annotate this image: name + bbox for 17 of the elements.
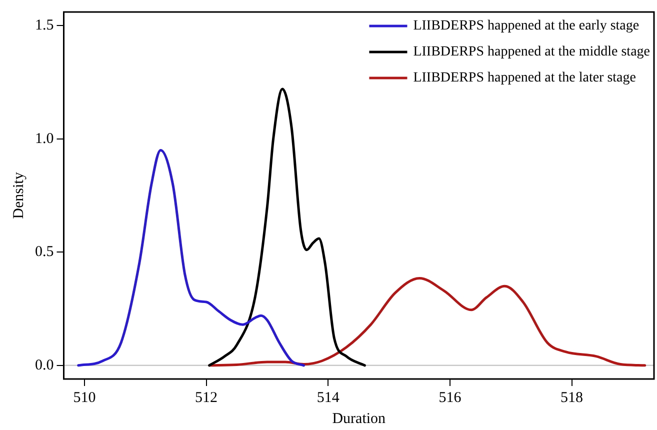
- legend-label: LIIBDERPS happened at the middle stage: [413, 44, 650, 60]
- x-tick-label: 518: [560, 390, 584, 406]
- y-axis-title: Density: [10, 172, 27, 219]
- y-tick-label: 1.5: [35, 18, 54, 34]
- x-tick-label: 510: [73, 390, 96, 406]
- y-tick-label: 0.5: [35, 244, 54, 260]
- x-tick-label: 512: [195, 390, 218, 406]
- y-tick-label: 0.0: [35, 357, 54, 374]
- legend-label: LIIBDERPS happened at the early stage: [413, 18, 640, 34]
- line-series: [208, 276, 646, 367]
- x-tick-label: 514: [316, 390, 340, 406]
- line-series: [208, 88, 366, 367]
- line-series: [77, 148, 305, 367]
- legend-label: LIIBDERPS happened at the later stage: [413, 70, 636, 86]
- x-tick-label: 516: [438, 390, 462, 406]
- y-tick-label: 1.0: [35, 130, 54, 147]
- x-axis-title: Duration: [332, 410, 386, 427]
